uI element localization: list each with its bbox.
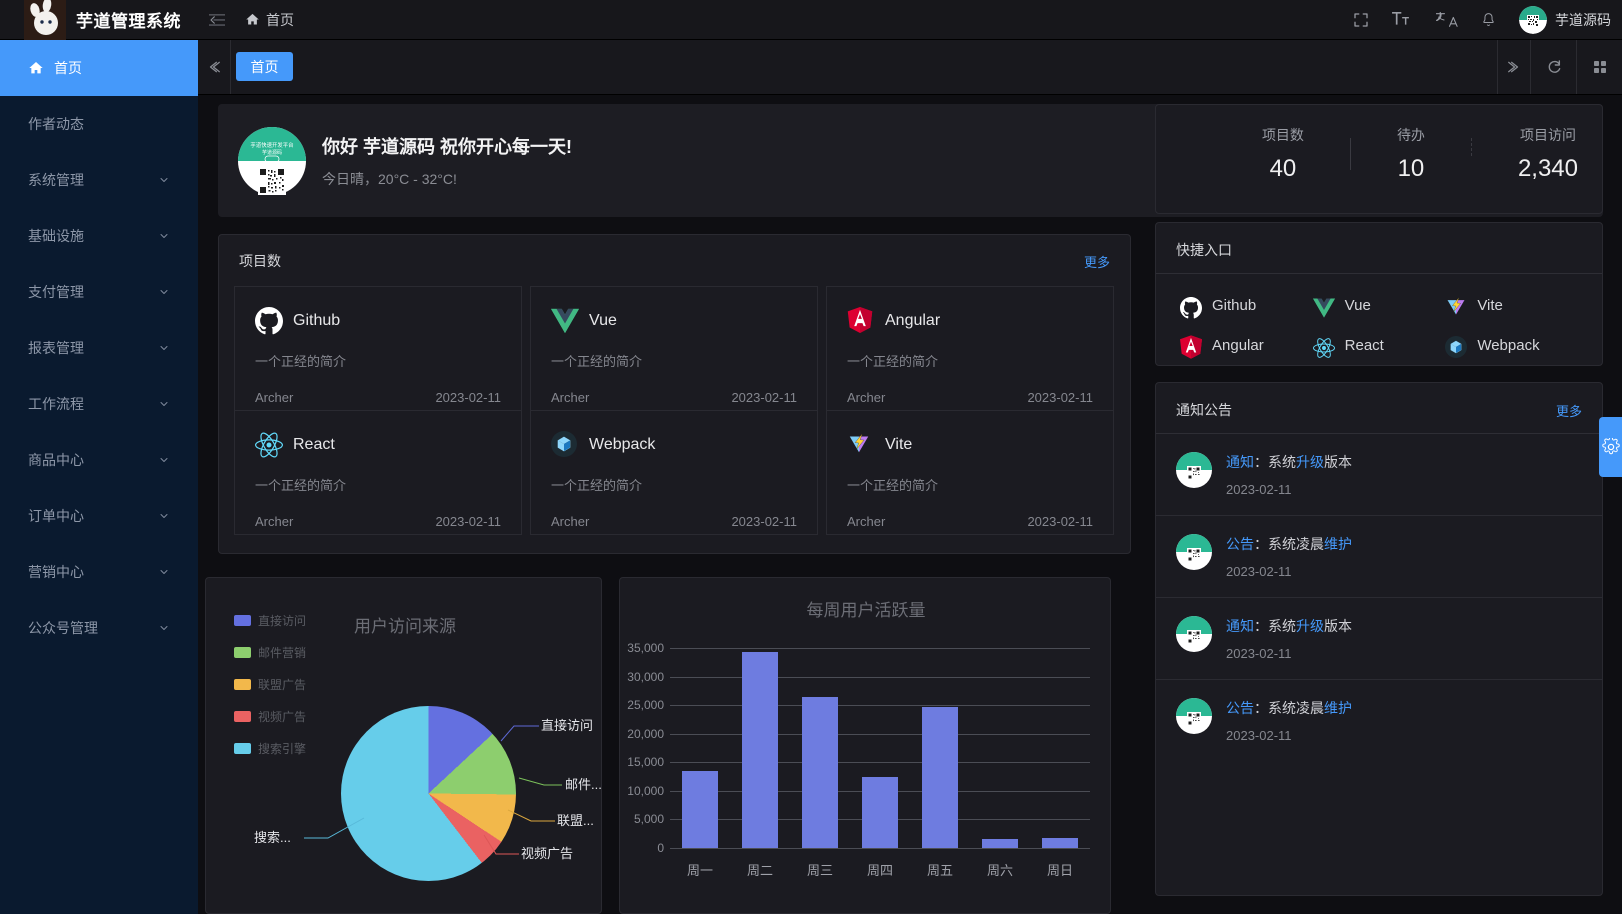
- svg-text:芋道源码: 芋道源码: [262, 149, 282, 156]
- svg-text:芋道快速开发平台: 芋道快速开发平台: [250, 141, 293, 149]
- svg-text:联盟...: 联盟...: [557, 813, 594, 828]
- svg-text:直接访问: 直接访问: [541, 718, 593, 733]
- svg-text:邮件...: 邮件...: [565, 777, 602, 792]
- svg-text:搜索...: 搜索...: [254, 830, 291, 845]
- svg-text:视频广告: 视频广告: [521, 846, 573, 861]
